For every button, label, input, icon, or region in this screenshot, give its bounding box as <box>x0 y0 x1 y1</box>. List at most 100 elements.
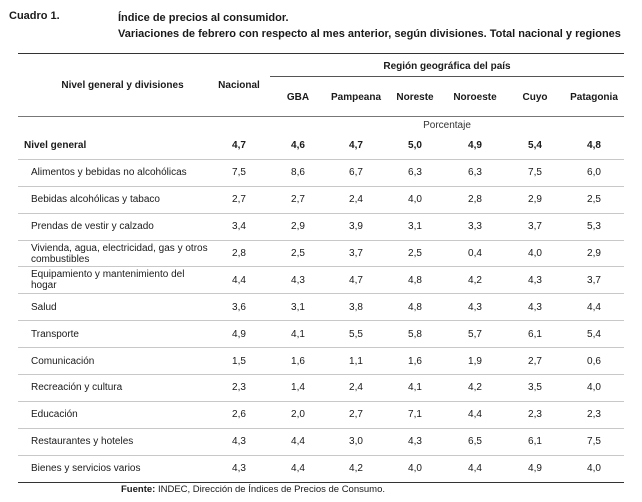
cell-pampeana: 1,1 <box>326 347 386 376</box>
cell-cuyo: 2,7 <box>506 347 564 376</box>
cell-pampeana: 2,7 <box>326 401 386 429</box>
table-row: Bienes y servicios varios 4,3 4,4 4,2 4,0 4,4… <box>18 455 624 483</box>
cell-noroeste: 5,7 <box>444 320 506 349</box>
cell-pampeana: 3,7 <box>326 240 386 268</box>
row-label: Transporte <box>18 320 208 349</box>
row-label: Nivel general <box>18 133 208 160</box>
header-region-cuyo: Cuyo <box>522 92 548 103</box>
cell-pampeana: 4,2 <box>326 455 386 483</box>
cell-noroeste: 4,4 <box>444 401 506 429</box>
cell-nacional: 2,6 <box>208 401 270 429</box>
cell-pampeana: 4,7 <box>326 266 386 295</box>
header-national: Nacional <box>218 80 260 91</box>
cell-noroeste: 4,3 <box>444 293 506 322</box>
cell-nacional: 3,6 <box>208 293 270 322</box>
cell-cuyo: 6,1 <box>506 320 564 349</box>
cell-cuyo: 3,7 <box>506 213 564 241</box>
cell-noreste: 7,1 <box>386 401 444 429</box>
table-row: Prendas de vestir y calzado 3,4 2,9 3,9 3,1 3… <box>18 213 624 241</box>
cell-pampeana: 2,4 <box>326 374 386 402</box>
cell-patagonia: 4,0 <box>564 374 624 402</box>
cell-patagonia: 4,8 <box>564 133 624 160</box>
cell-patagonia: 5,3 <box>564 213 624 241</box>
cell-noreste: 3,1 <box>386 213 444 241</box>
cell-patagonia: 2,9 <box>564 240 624 268</box>
cell-patagonia: 5,4 <box>564 320 624 349</box>
cell-noreste: 4,3 <box>386 428 444 456</box>
cell-gba: 3,1 <box>270 293 326 322</box>
cell-patagonia: 0,6 <box>564 347 624 376</box>
cell-pampeana: 4,7 <box>326 133 386 160</box>
cell-nacional: 2,3 <box>208 374 270 402</box>
cell-noroeste: 1,9 <box>444 347 506 376</box>
source-note: Fuente: INDEC, Dirección de Índices de P… <box>121 484 385 495</box>
table-row: Nivel general 4,7 4,6 4,7 5,0 4,9 5,4 4,8 <box>18 133 624 160</box>
row-label: Equipamiento y mantenimiento del hogar <box>18 266 208 295</box>
cell-pampeana: 3,0 <box>326 428 386 456</box>
cell-pampeana: 3,9 <box>326 213 386 241</box>
cell-noroeste: 3,3 <box>444 213 506 241</box>
cell-gba: 2,9 <box>270 213 326 241</box>
row-label: Vivienda, agua, electricidad, gas y otro… <box>18 240 208 268</box>
cell-nacional: 2,8 <box>208 240 270 268</box>
cell-nacional: 1,5 <box>208 347 270 376</box>
cell-noreste: 1,6 <box>386 347 444 376</box>
row-label: Prendas de vestir y calzado <box>18 213 208 241</box>
row-label: Bienes y servicios varios <box>18 455 208 483</box>
table-row: Alimentos y bebidas no alcohólicas 7,5 8,6… <box>18 159 624 187</box>
row-label: Restaurantes y hoteles <box>18 428 208 456</box>
header-region-gba: GBA <box>286 92 310 103</box>
cell-nacional: 7,5 <box>208 159 270 187</box>
cell-noreste: 4,8 <box>386 293 444 322</box>
cell-gba: 2,5 <box>270 240 326 268</box>
table-row: Recreación y cultura 2,3 1,4 2,4 4,1 4,2 3,5 4,… <box>18 374 624 402</box>
cell-cuyo: 2,9 <box>506 186 564 214</box>
cell-gba: 1,4 <box>270 374 326 402</box>
table-row: Educación 2,6 2,0 2,7 7,1 4,4 2,3 2,3 <box>18 401 624 429</box>
cell-noreste: 4,8 <box>386 266 444 295</box>
table-top-rule <box>18 53 624 54</box>
unit-label: Porcentaje <box>423 120 471 131</box>
cell-noreste: 5,8 <box>386 320 444 349</box>
cell-nacional: 4,4 <box>208 266 270 295</box>
cell-gba: 1,6 <box>270 347 326 376</box>
cell-patagonia: 6,0 <box>564 159 624 187</box>
table-caption: Índice de precios al consumidor. Variaci… <box>118 10 621 42</box>
cell-noroeste: 6,3 <box>444 159 506 187</box>
cell-pampeana: 5,5 <box>326 320 386 349</box>
cell-patagonia: 4,4 <box>564 293 624 322</box>
cell-cuyo: 7,5 <box>506 159 564 187</box>
cell-patagonia: 4,0 <box>564 455 624 483</box>
cell-noroeste: 4,4 <box>444 455 506 483</box>
cell-pampeana: 6,7 <box>326 159 386 187</box>
header-bottom-rule <box>18 116 624 117</box>
cell-nacional: 4,3 <box>208 455 270 483</box>
table-row: Equipamiento y mantenimiento del hogar 4,… <box>18 266 624 295</box>
cell-cuyo: 4,3 <box>506 266 564 295</box>
cell-cuyo: 3,5 <box>506 374 564 402</box>
header-first-column: Nivel general y divisiones <box>61 80 184 91</box>
cell-cuyo: 4,0 <box>506 240 564 268</box>
cell-cuyo: 4,9 <box>506 455 564 483</box>
table-row: Salud 3,6 3,1 3,8 4,8 4,3 4,3 4,4 <box>18 293 624 322</box>
cell-patagonia: 3,7 <box>564 266 624 295</box>
region-group-rule <box>270 76 624 77</box>
cell-noroeste: 4,2 <box>444 266 506 295</box>
table-subtitle: Variaciones de febrero con respecto al m… <box>118 28 621 40</box>
cell-pampeana: 2,4 <box>326 186 386 214</box>
cell-nacional: 3,4 <box>208 213 270 241</box>
cell-noreste: 6,3 <box>386 159 444 187</box>
cell-gba: 8,6 <box>270 159 326 187</box>
cell-patagonia: 7,5 <box>564 428 624 456</box>
cell-nacional: 4,9 <box>208 320 270 349</box>
cell-noroeste: 0,4 <box>444 240 506 268</box>
source-label: Fuente: <box>121 484 156 495</box>
row-label: Alimentos y bebidas no alcohólicas <box>18 159 208 187</box>
table-row: Comunicación 1,5 1,6 1,1 1,6 1,9 2,7 0,6 <box>18 347 624 376</box>
row-label: Bebidas alcohólicas y tabaco <box>18 186 208 214</box>
table-row: Restaurantes y hoteles 4,3 4,4 3,0 4,3 6,5 6,1… <box>18 428 624 456</box>
table-row: Transporte 4,9 4,1 5,5 5,8 5,7 6,1 5,4 <box>18 320 624 349</box>
table-body: Nivel general 4,7 4,6 4,7 5,0 4,9 5,4 4,8 Alimen… <box>18 133 624 483</box>
cell-gba: 4,4 <box>270 455 326 483</box>
cell-noreste: 4,0 <box>386 186 444 214</box>
